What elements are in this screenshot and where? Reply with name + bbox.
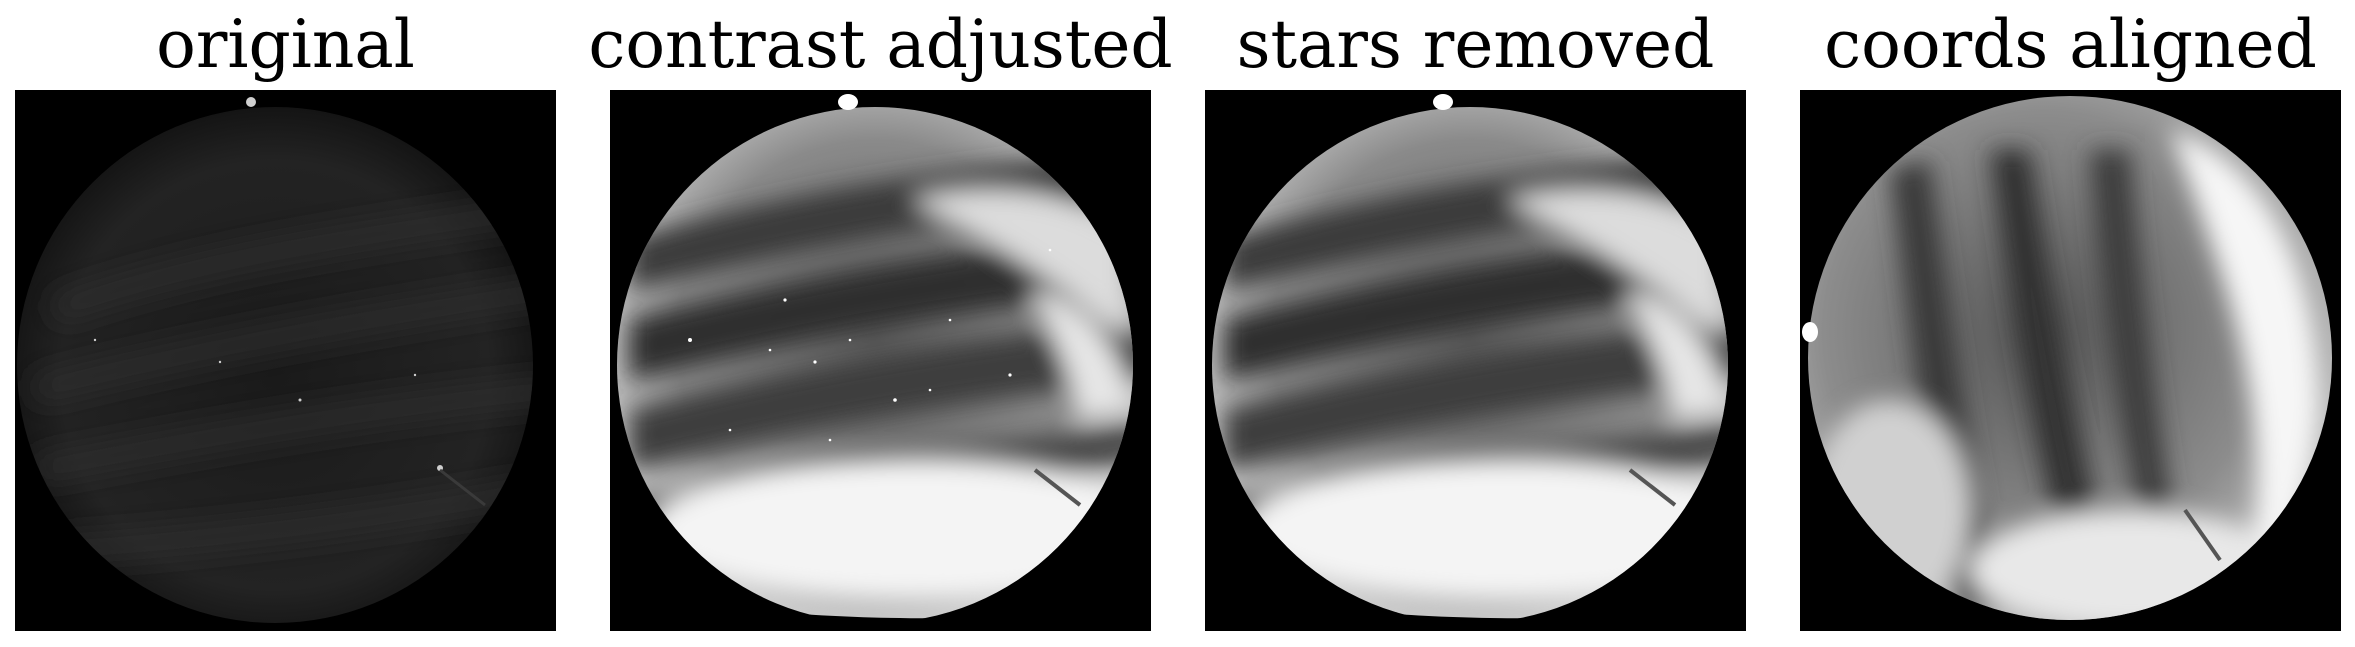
allsky-image-original: [15, 90, 556, 631]
allsky-image-contrast-adjusted: [610, 90, 1151, 631]
panel-original: original: [15, 0, 556, 647]
panel-title: contrast adjusted: [588, 6, 1173, 83]
panel-title: stars removed: [1236, 6, 1715, 83]
panel-title: original: [156, 6, 415, 83]
panel-title: coords aligned: [1824, 6, 2317, 83]
allsky-image-coords-aligned: [1800, 90, 2341, 631]
panel-contrast-adjusted: contrast adjusted: [588, 0, 1173, 647]
panel-coords-aligned: coords aligned: [1800, 0, 2341, 647]
allsky-image-stars-removed: [1205, 90, 1746, 631]
panel-stars-removed: stars removed: [1205, 0, 1746, 647]
